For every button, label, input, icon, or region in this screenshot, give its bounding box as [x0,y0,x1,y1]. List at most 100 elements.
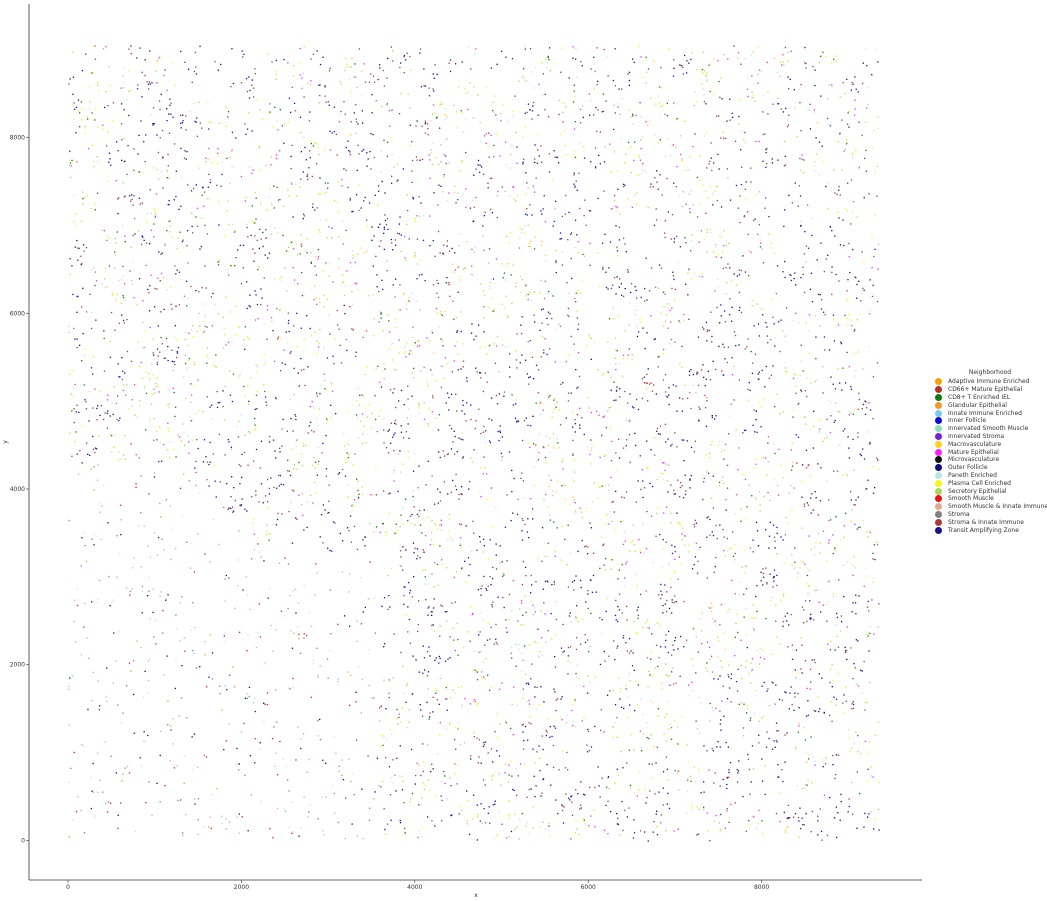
scatter-point [646,657,649,659]
scatter-point [607,75,609,77]
scatter-point [642,327,644,329]
scatter-point [763,658,766,660]
scatter-point [279,451,281,453]
scatter-point [760,426,762,428]
scatter-point [184,338,186,341]
scatter-point [452,441,454,443]
scatter-point [877,459,879,461]
scatter-point [754,617,756,619]
scatter-point [253,429,256,431]
scatter-point [727,746,729,748]
scatter-point [687,397,689,399]
scatter-point [344,615,346,617]
scatter-point [298,633,300,635]
scatter-point [583,819,585,821]
scatter-point [186,717,188,719]
scatter-point [747,758,750,760]
scatter-point [83,626,85,628]
scatter-point [277,338,279,340]
scatter-point [163,549,165,551]
scatter-point [830,701,833,703]
scatter-point [354,76,357,78]
scatter-point [393,633,395,635]
scatter-point [799,102,801,104]
scatter-point [482,431,484,433]
scatter-point [279,308,281,310]
scatter-point [316,50,318,52]
scatter-point [605,426,607,429]
scatter-point [756,828,758,830]
scatter-point [670,484,672,486]
scatter-point [386,260,388,262]
scatter-point [786,827,788,829]
scatter-point [263,277,265,279]
scatter-point [218,543,220,546]
scatter-point [561,696,563,698]
scatter-point [123,196,125,198]
scatter-point [851,747,853,749]
scatter-point [213,464,215,467]
scatter-point [219,693,221,695]
scatter-point [232,82,235,85]
scatter-point [424,122,427,124]
scatter-point [84,125,86,127]
scatter-point [132,261,134,263]
scatter-point [564,144,566,147]
scatter-point [483,575,485,578]
scatter-point [616,768,618,770]
scatter-point [587,692,589,694]
scatter-point [317,249,320,251]
scatter-point [506,317,509,319]
scatter-point [601,485,603,487]
scatter-point [660,425,662,427]
scatter-point [300,178,302,180]
scatter-point [404,346,406,348]
scatter-point [853,742,855,744]
scatter-point [77,604,79,607]
scatter-point [610,171,612,173]
scatter-point [185,115,187,117]
scatter-point [524,112,526,114]
scatter-point [517,775,519,777]
scatter-point [536,751,538,753]
scatter-point [110,311,113,314]
scatter-point [740,664,742,666]
scatter-point [415,220,417,223]
scatter-point [470,68,472,70]
scatter-point [358,153,360,155]
scatter-point [435,380,437,382]
scatter-point [610,208,612,210]
scatter-point [554,691,556,693]
scatter-point [457,291,459,293]
scatter-point [743,616,745,618]
scatter-point [431,539,433,541]
scatter-point [113,632,115,634]
scatter-point [873,633,875,635]
scatter-point [488,248,491,250]
scatter-point [615,210,617,212]
scatter-point [599,663,602,666]
scatter-point [747,233,749,235]
scatter-point [390,46,392,48]
scatter-point [434,688,436,690]
scatter-point [671,601,673,604]
scatter-point [210,296,212,298]
scatter-point [848,366,850,368]
scatter-point [175,170,177,172]
scatter-point [639,455,641,457]
scatter-point [619,834,621,836]
scatter-point [665,155,667,158]
scatter-point [745,830,747,832]
scatter-point [548,47,551,49]
scatter-point [85,53,87,55]
scatter-point [613,640,615,642]
scatter-point [286,290,288,292]
scatter-point [316,207,318,209]
scatter-point [856,216,859,218]
scatter-point [728,821,730,823]
scatter-point [475,168,477,170]
scatter-point [389,691,391,694]
scatter-point [278,485,280,487]
scatter-point [234,686,236,688]
scatter-point [480,594,482,596]
